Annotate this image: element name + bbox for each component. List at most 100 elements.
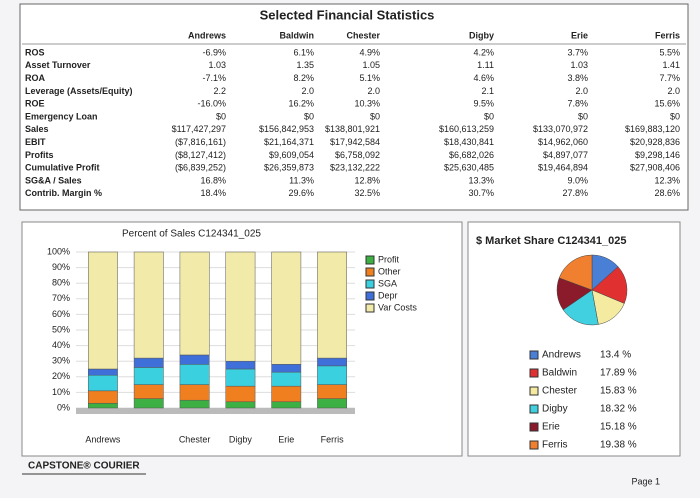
column-header: Andrews (188, 30, 226, 40)
bar-segment (133, 384, 164, 399)
row-label: Sales (25, 124, 49, 134)
bar-segment (179, 399, 210, 409)
y-tick-label: 100% (47, 246, 70, 256)
bar-segment (88, 251, 118, 370)
cell: 10.3% (354, 99, 380, 109)
row-label: Cumulative Profit (25, 163, 100, 173)
cell: 32.5% (354, 188, 380, 198)
cell: $0 (670, 111, 680, 121)
cell: 3.8% (567, 73, 588, 83)
cell: 2.0 (367, 86, 380, 96)
bar-segment (225, 251, 256, 362)
page-number: Page 1 (631, 476, 660, 486)
bar-segment (317, 365, 347, 385)
y-tick-label: 40% (52, 340, 70, 350)
cell: $21,164,371 (264, 137, 314, 147)
legend-swatch (529, 350, 539, 360)
cell: 16.2% (288, 99, 314, 109)
x-tick-label: Erie (278, 434, 294, 444)
legend-swatch (529, 440, 539, 450)
value-label: 13.4 % (600, 350, 631, 361)
cell: 2.0 (667, 86, 680, 96)
legend-swatch (529, 422, 539, 432)
cell: -6.9% (202, 47, 226, 57)
y-tick-label: 80% (52, 278, 70, 288)
cell: $160,613,259 (439, 124, 494, 134)
cell: -7.1% (202, 73, 226, 83)
cell: 9.5% (473, 99, 494, 109)
cell: $9,609,054 (269, 150, 314, 160)
cell: $18,430,841 (444, 137, 494, 147)
cell: ($7,816,161) (175, 137, 226, 147)
chart-title: Percent of Sales C124341_025 (122, 229, 261, 240)
y-tick-label: 90% (52, 262, 70, 272)
cell: $26,359,873 (264, 163, 314, 173)
cell: 27.8% (562, 188, 588, 198)
cell: 4.2% (473, 47, 494, 57)
cell: 8.2% (293, 73, 314, 83)
cell: $138,801,921 (325, 124, 380, 134)
legend-swatch (365, 303, 375, 313)
x-tick-label: Ferris (321, 434, 344, 444)
x-tick-label: Digby (229, 434, 253, 444)
cell: $169,883,120 (625, 124, 680, 134)
row-label: Asset Turnover (25, 60, 91, 70)
pie-panel (467, 221, 681, 457)
y-tick-label: 50% (52, 324, 70, 334)
legend-label: Depr (378, 290, 398, 300)
legend-swatch (529, 386, 539, 396)
cell: $133,070,972 (533, 124, 588, 134)
cell: 11.3% (289, 175, 314, 185)
legend-label: Var Costs (378, 302, 417, 312)
legend-label: Other (378, 266, 401, 276)
brand: CAPSTONE® COURIER (28, 461, 140, 472)
bar-segment (271, 401, 302, 409)
cell: 2.2 (213, 86, 226, 96)
legend-swatch (529, 368, 539, 378)
bar-segment (225, 385, 256, 403)
cell: $0 (578, 111, 588, 121)
column-header: Baldwin (279, 30, 314, 40)
chart-title: $ Market Share C124341_025 (476, 235, 626, 247)
value-label: 18.32 % (600, 404, 637, 415)
cell: 6.1% (293, 47, 314, 57)
bar-segment (179, 251, 210, 356)
legend-swatch (529, 404, 539, 414)
row-label: Profits (25, 150, 54, 160)
legend-label: Profit (378, 254, 400, 264)
cell: 1.11 (477, 60, 494, 70)
table-title: Selected Financial Statistics (260, 7, 435, 22)
cell: 13.3% (468, 175, 494, 185)
cell: $19,464,894 (538, 163, 588, 173)
bar-segment (225, 360, 256, 370)
x-tick-label: Andrews (85, 434, 121, 444)
cell: $25,630,485 (444, 163, 494, 173)
bar-segment (179, 364, 210, 385)
value-label: 15.83 % (600, 386, 637, 397)
bar-segment (179, 384, 210, 401)
bar-segment (317, 251, 347, 359)
cell: $156,842,953 (259, 124, 314, 134)
bar-segment (88, 368, 118, 376)
column-header: Digby (469, 30, 494, 40)
cell: 30.7% (468, 188, 494, 198)
bar-segment (133, 367, 164, 385)
cell: 2.1 (481, 86, 494, 96)
column-header: Chester (346, 30, 380, 40)
cell: $0 (216, 111, 226, 121)
column-header: Erie (571, 30, 588, 40)
row-label: Contrib. Margin % (25, 188, 102, 198)
cell: 3.7% (567, 47, 588, 57)
legend-swatch (365, 279, 375, 289)
column-header: Ferris (655, 30, 680, 40)
cell: $14,962,060 (538, 137, 588, 147)
cell: 29.6% (288, 188, 314, 198)
cell: $6,758,092 (335, 150, 380, 160)
row-label: ROA (25, 73, 46, 83)
bar-segment (133, 251, 164, 359)
legend-swatch (365, 291, 375, 301)
cell: 5.1% (359, 73, 380, 83)
bar-segment (133, 398, 164, 409)
